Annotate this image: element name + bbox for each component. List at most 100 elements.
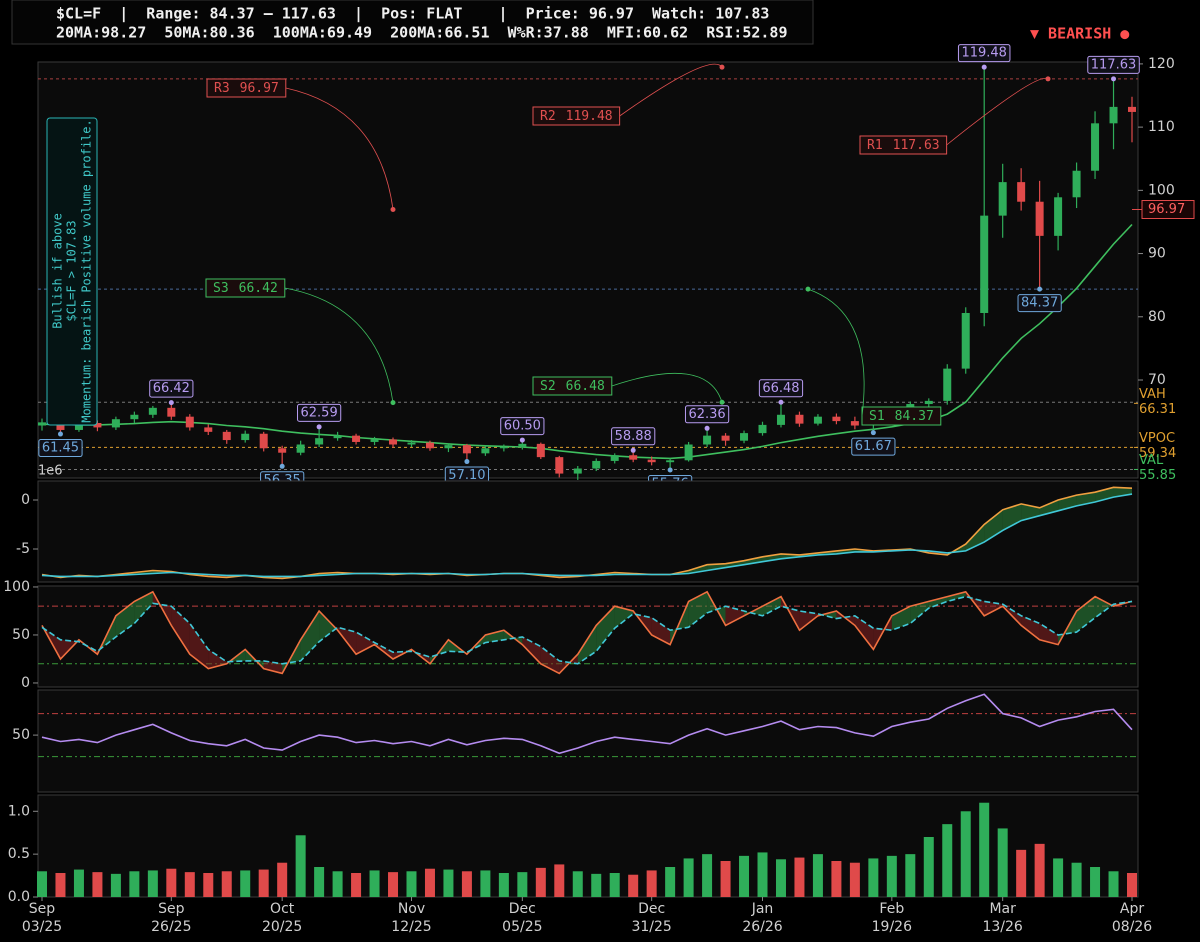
series-line [41,595,1133,665]
candle-body [1128,106,1136,112]
volume-bar [535,867,546,897]
volume-bar [258,869,269,897]
candle-body [38,422,46,426]
level-annotation: R3 96.97 [206,78,396,212]
pivot-label: 57.10 [448,468,485,483]
fill-between [836,610,855,626]
y-tick-label: 110 [1148,119,1175,135]
x-tick-label: Sep [158,901,185,917]
y-tick-label: 0 [21,492,30,508]
pivot-point [667,467,673,473]
y-tick-label: 70 [1148,372,1166,388]
pivot-box [297,403,342,422]
pivot-box [149,379,194,398]
annotation-value: 119.48 [566,109,613,124]
fill-between [614,606,634,629]
volume-bar [92,872,103,897]
pivot-box [500,417,545,436]
candle-body [684,444,693,461]
pivot-label: 62.59 [301,405,338,420]
volume-bar [147,870,158,897]
candle-body [315,438,324,445]
pivot-label: 60.50 [504,419,541,434]
candle-body [167,407,176,417]
candle-body [666,460,675,463]
volume-bar [1016,849,1027,897]
candle-body [980,215,989,313]
pivot-point [168,400,174,406]
x-tick-label: Sep [29,901,56,917]
candle-body [389,439,398,445]
pivot-point [778,399,784,405]
fill-between [762,596,781,616]
volume-bar [942,824,953,897]
annotation-value: 117.63 [893,138,940,153]
y-tick-label: 1.0 [8,803,30,819]
fill-between [171,606,190,655]
candle-body [425,442,434,449]
volume-bar [369,870,380,897]
volume-bar [683,858,694,897]
volume-bar [73,869,84,897]
volume-bar [424,868,435,897]
volume-bar [1053,858,1064,897]
level-annotation: S1 84.37 [805,286,942,426]
pivot-label: 119.48 [961,46,1007,61]
candle-body [222,431,231,441]
y-tick-label: 90 [1148,246,1166,262]
y-tick-label: -5 [16,541,30,557]
pivot-label: 61.67 [855,439,892,454]
annotation-point [1045,76,1051,82]
y-tick-label: 100 [3,579,30,595]
candle-body [1091,123,1100,171]
annotation-value: 66.42 [239,281,278,296]
fill-between [799,610,818,631]
candle-body [333,435,342,439]
x-tick-label: Dec [638,901,665,917]
x-tick-label: 20/25 [262,919,302,935]
series-line [41,590,1133,675]
annotation-value: 84.37 [895,409,934,424]
candle-body [74,422,83,430]
fill-between [540,646,560,674]
x-tick-label: 19/26 [872,919,912,935]
header-line: $CL=F | Range: 84.37 – 117.63 | Pos: FLA… [56,5,769,24]
volume-bar [277,862,288,897]
volume-bar [886,855,897,897]
x-tick-label: Mar [989,901,1016,917]
candle-body [776,414,785,425]
pivot-point [464,459,470,465]
annotation-point [390,400,396,406]
pivot-label: 117.63 [1091,57,1137,72]
fill-between [485,630,504,643]
candle-body [518,443,527,448]
volume-bar [1090,867,1101,897]
candle-body [56,422,65,430]
series-line [41,493,1133,578]
fill-between [947,591,966,602]
pivot-label: 61.45 [42,441,79,456]
fill-between [263,660,283,674]
volume-bar [221,871,232,897]
fill-between [1095,596,1114,618]
pivot-point [1111,76,1117,82]
signal: ▼ BEARISH ● [1030,25,1129,43]
volume-bar [480,870,491,897]
volume-bar [240,870,251,897]
offset-label: 1e6 [38,464,63,479]
x-tick-label: Nov [398,901,425,917]
x-tick-label: Dec [509,901,536,917]
volume-bar [997,828,1008,897]
annotation-text: S3 66.42 [213,281,278,296]
candle-body [536,443,545,458]
fill-between [1002,503,1022,531]
volume-bar [665,867,676,897]
annotation-text: R3 96.97 [214,81,279,96]
annotation-label: S1 [869,409,885,424]
volume-bar [628,874,639,897]
annotation-label: R1 [867,138,883,153]
candle-body [444,445,453,449]
candle-body [111,419,120,428]
note-line: $CL=F > 107.83 [65,220,79,321]
volume-bar [1034,843,1045,897]
